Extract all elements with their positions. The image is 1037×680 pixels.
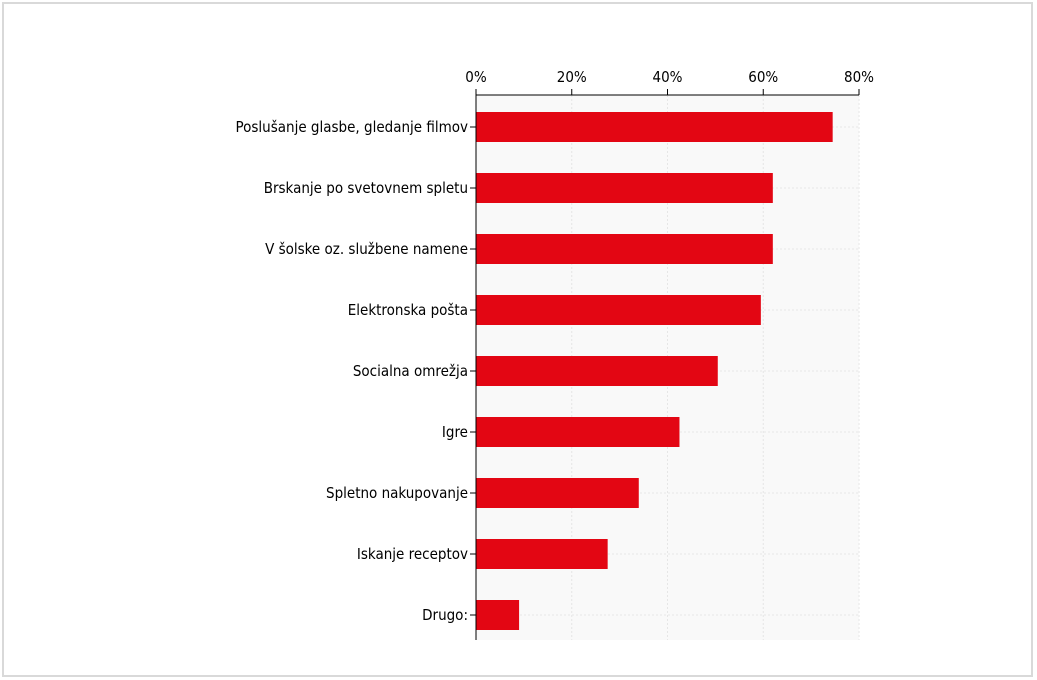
x-tick-label: 20% [557, 68, 587, 86]
x-tick-label: 40% [653, 68, 683, 86]
category-label: Iskanje receptov [357, 545, 468, 563]
x-tick-label: 0% [465, 68, 487, 86]
bar [476, 478, 639, 508]
category-label: Elektronska pošta [348, 301, 468, 319]
bar [476, 112, 833, 142]
bar [476, 417, 680, 447]
axes [470, 89, 860, 640]
bar [476, 356, 718, 386]
category-label: Poslušanje glasbe, gledanje filmov [236, 118, 468, 136]
category-label: Spletno nakupovanje [326, 484, 468, 502]
x-tick-labels: 0% 20% 40% 60% 80% [465, 68, 874, 86]
category-label: Drugo: [422, 606, 468, 624]
x-tick-label: 60% [748, 68, 778, 86]
bar [476, 539, 608, 569]
bar [476, 234, 773, 264]
category-label: V šolske oz. službene namene [265, 240, 468, 258]
category-label: Socialna omrežja [353, 362, 468, 380]
category-labels: Poslušanje glasbe, gledanje filmov Brskan… [236, 118, 468, 624]
bar [476, 600, 520, 630]
category-label: Igre [442, 423, 468, 441]
x-tick-label: 80% [844, 68, 874, 86]
category-label: Brskanje po svetovnem spletu [264, 179, 468, 197]
bars [476, 112, 833, 630]
bar [476, 295, 761, 325]
bar [476, 173, 773, 203]
